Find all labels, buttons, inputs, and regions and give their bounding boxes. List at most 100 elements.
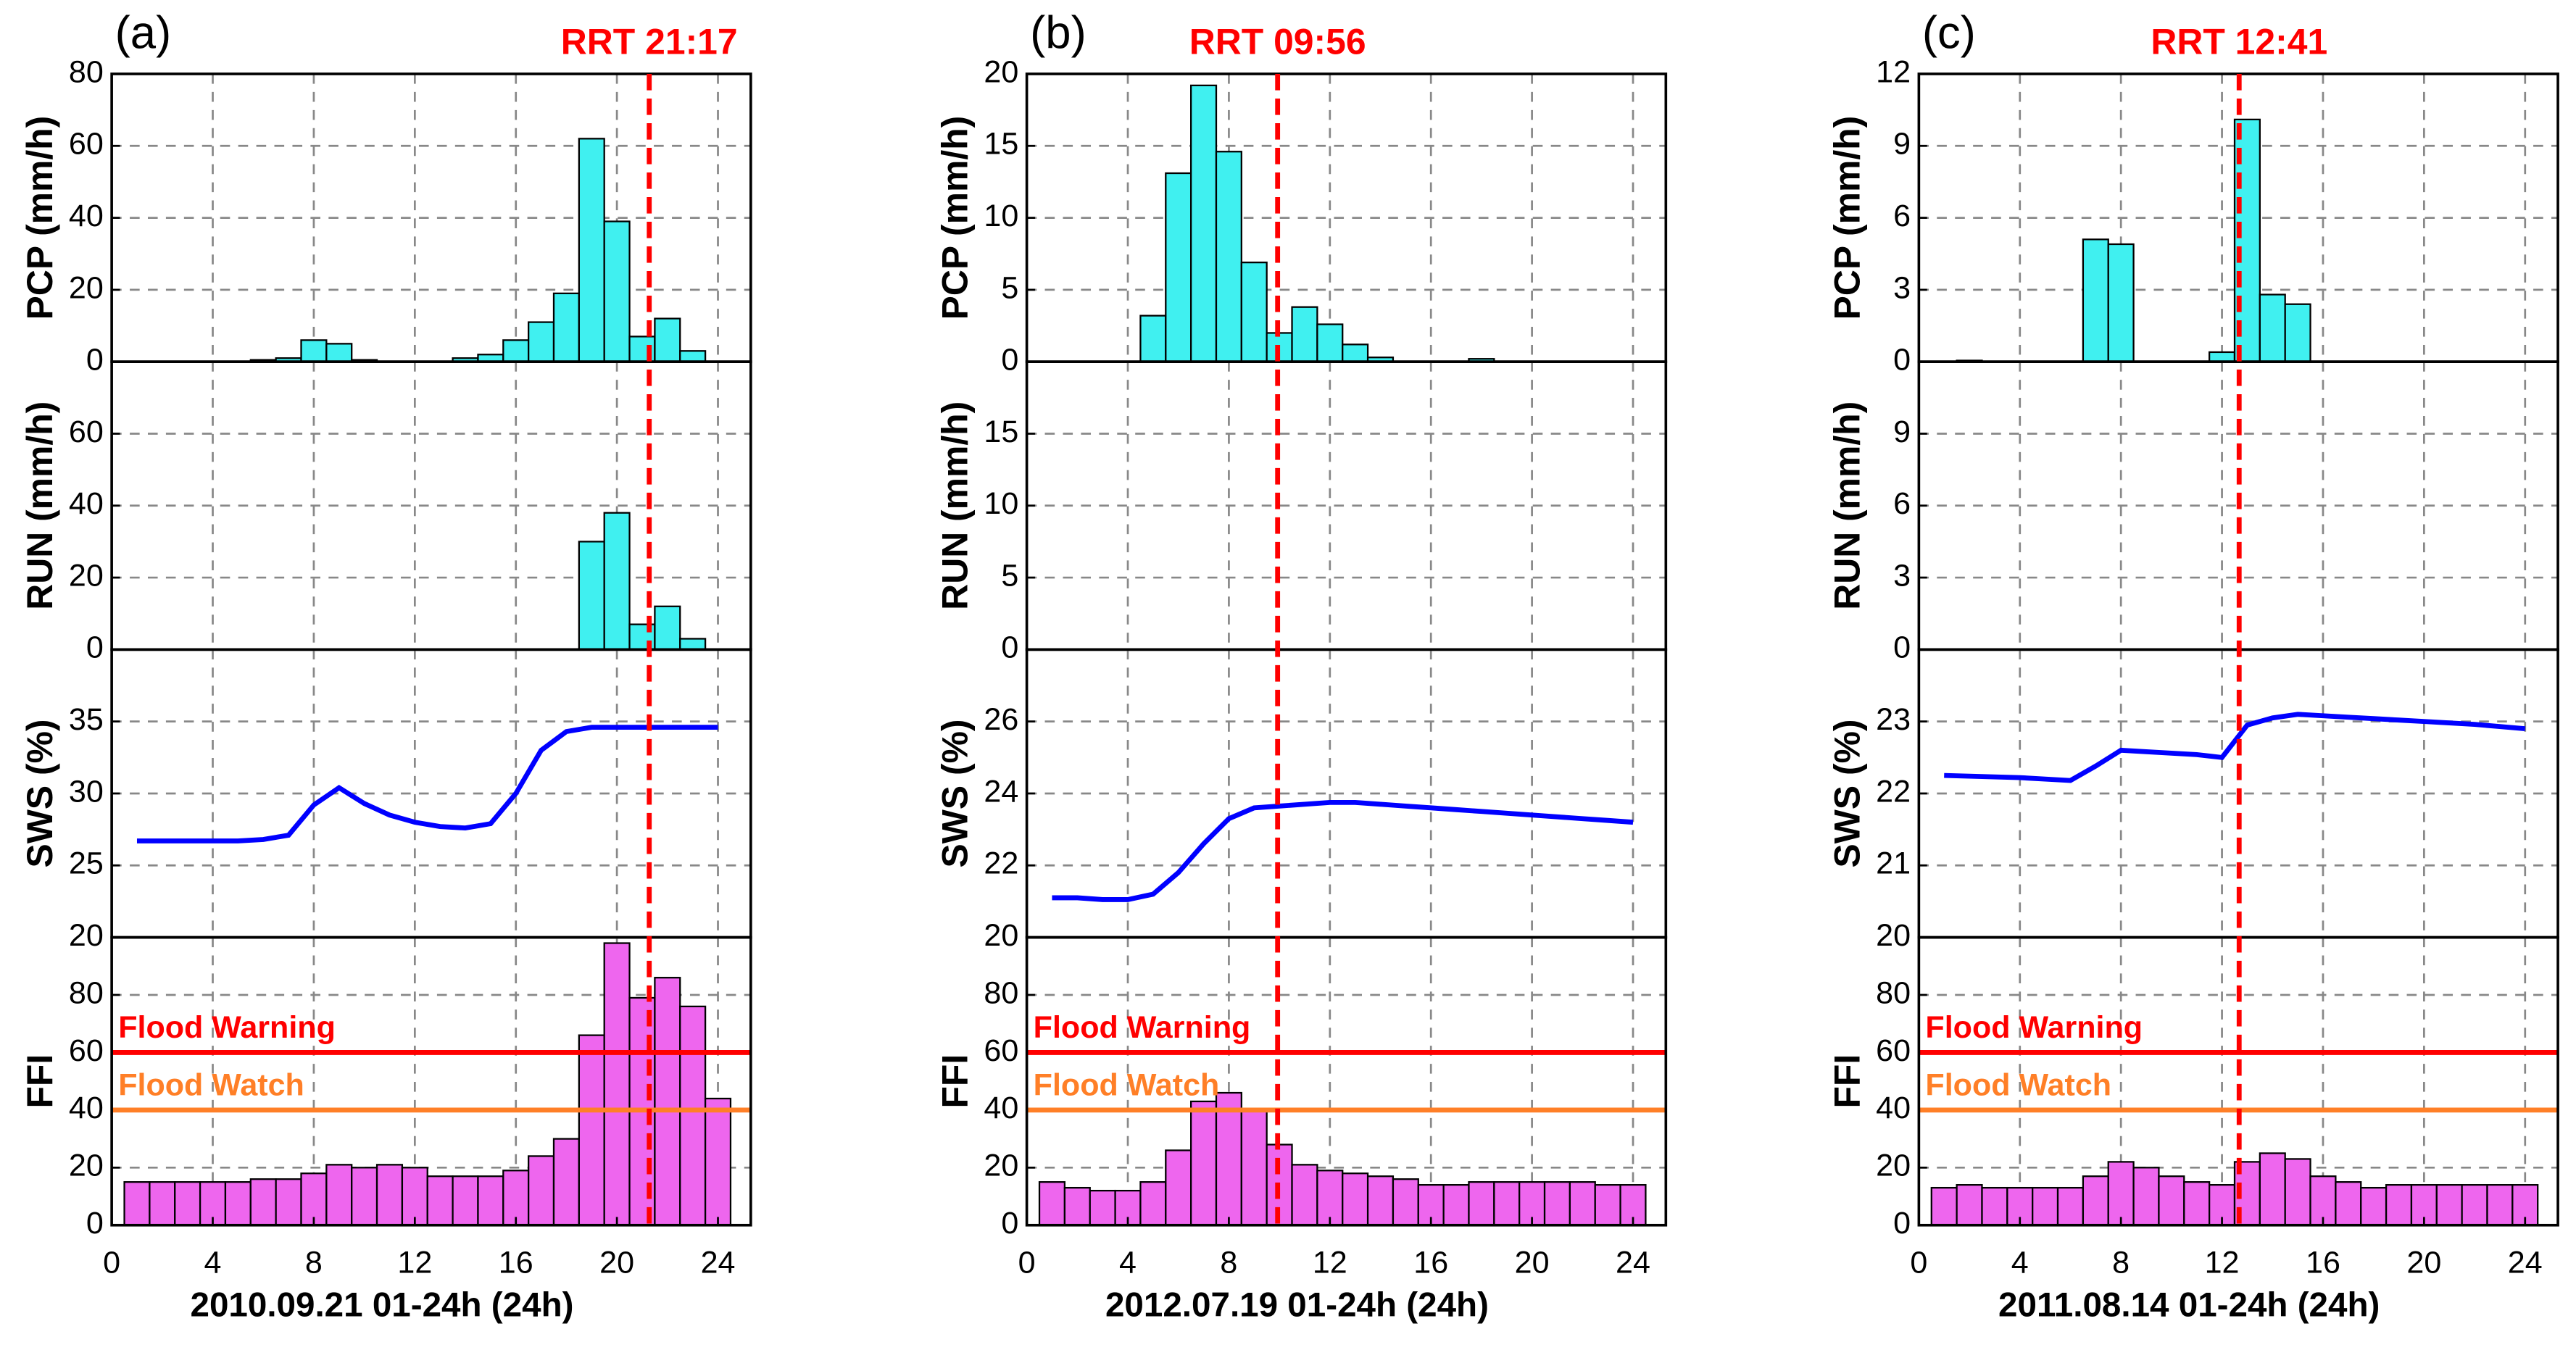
y-tick-label: 15 <box>984 127 1018 162</box>
bar <box>1215 1091 1242 1226</box>
bar <box>704 1097 732 1226</box>
bar <box>351 1167 378 1226</box>
bar <box>2511 1184 2539 1226</box>
x-tick-label: 16 <box>1413 1246 1448 1280</box>
bar <box>2107 1161 2135 1226</box>
panel-label: (a) <box>115 8 172 59</box>
bar <box>2107 243 2135 363</box>
bar <box>1291 1164 1318 1226</box>
y-axis-label: SWS (%) <box>1827 719 1867 867</box>
bar <box>2259 293 2286 363</box>
bar <box>2486 1184 2514 1226</box>
bar <box>2209 351 2236 363</box>
bar <box>1139 1181 1167 1226</box>
y-tick-label: 12 <box>1876 54 1911 89</box>
y-tick-label: 3 <box>1893 270 1911 305</box>
bar <box>401 1167 428 1226</box>
y-tick-label: 3 <box>1893 558 1911 593</box>
x-axis-label: 2012.07.19 01-24h (24h) <box>1105 1286 1489 1325</box>
y-axis-label: FFI <box>1827 1054 1867 1109</box>
x-tick-label: 16 <box>499 1246 533 1280</box>
bar <box>123 1181 151 1226</box>
y-tick-label: 5 <box>1001 270 1018 305</box>
bar <box>1165 172 1192 363</box>
x-tick-label: 24 <box>1616 1246 1650 1280</box>
x-axis-label: 2011.08.14 01-24h (24h) <box>1998 1286 2380 1325</box>
y-tick-label: 40 <box>69 486 104 521</box>
line-series <box>136 725 718 843</box>
line-series <box>1944 712 2526 783</box>
y-tick-label: 0 <box>1893 343 1911 378</box>
bar <box>1569 1181 1596 1226</box>
y-tick-label: 80 <box>69 54 104 89</box>
x-tick-label: 12 <box>1313 1246 1347 1280</box>
y-tick-label: 20 <box>69 918 104 953</box>
bar <box>502 339 530 363</box>
bar <box>1089 1189 1116 1226</box>
y-tick-label: 0 <box>1001 1206 1018 1241</box>
bar <box>1366 1175 1395 1226</box>
x-tick-label: 0 <box>103 1246 120 1280</box>
y-tick-label: 24 <box>984 774 1018 809</box>
bar <box>2082 1175 2109 1226</box>
bar <box>1240 262 1268 363</box>
bar <box>2132 1167 2160 1226</box>
bar <box>1139 314 1167 363</box>
y-tick-label: 40 <box>69 1091 104 1125</box>
x-tick-label: 24 <box>701 1246 736 1280</box>
y-axis-label: PCP (mm/h) <box>20 116 60 320</box>
bar <box>275 1178 302 1226</box>
y-tick-label: 6 <box>1893 199 1911 233</box>
y-axis-label: SWS (%) <box>935 719 976 867</box>
x-tick-label: 12 <box>2205 1246 2240 1280</box>
bar <box>325 1164 353 1226</box>
y-axis-label: RUN (mm/h) <box>20 401 60 610</box>
bar <box>654 977 681 1226</box>
y-tick-label: 0 <box>1893 630 1911 665</box>
bar <box>2032 1186 2059 1226</box>
y-tick-label: 0 <box>1001 343 1018 378</box>
y-tick-label: 26 <box>984 702 1018 737</box>
threshold-label: Flood Warning <box>1034 1010 1251 1045</box>
x-tick-label: 8 <box>1220 1246 1237 1280</box>
bar <box>1543 1181 1571 1226</box>
rrt-annotation: RRT 12:41 <box>2151 21 2327 62</box>
y-tick-label: 40 <box>1876 1091 1911 1125</box>
x-tick-label: 0 <box>1018 1246 1036 1280</box>
bar <box>679 638 707 651</box>
y-tick-label: 15 <box>984 414 1018 449</box>
bar <box>1190 84 1218 363</box>
y-tick-label: 20 <box>984 1149 1018 1183</box>
bar <box>2360 1186 2388 1226</box>
y-tick-label: 40 <box>69 199 104 233</box>
bar <box>2461 1184 2488 1226</box>
y-tick-label: 0 <box>1893 1206 1911 1241</box>
panel-label: (c) <box>1922 8 1976 59</box>
y-axis-label: RUN (mm/h) <box>935 401 976 610</box>
bar <box>578 138 605 363</box>
x-tick-label: 12 <box>397 1246 432 1280</box>
y-tick-label: 0 <box>1001 630 1018 665</box>
threshold-label: Flood Watch <box>1034 1068 1220 1103</box>
y-tick-label: 20 <box>1876 918 1911 953</box>
y-axis-label: FFI <box>20 1054 60 1109</box>
y-axis-label: FFI <box>935 1054 976 1109</box>
y-tick-label: 20 <box>69 558 104 593</box>
x-tick-label: 8 <box>305 1246 323 1280</box>
bar <box>502 1170 530 1226</box>
bar <box>1981 1186 2008 1226</box>
bar <box>679 1005 707 1226</box>
y-tick-label: 20 <box>69 1149 104 1183</box>
bar <box>1038 1181 1066 1226</box>
bar <box>149 1181 176 1226</box>
y-tick-label: 20 <box>69 270 104 305</box>
bar <box>2435 1184 2463 1226</box>
y-tick-label: 21 <box>1876 846 1911 881</box>
bar <box>1956 1184 1983 1226</box>
x-axis-label: 2010.09.21 01-24h (24h) <box>190 1286 573 1325</box>
y-tick-label: 10 <box>984 486 1018 521</box>
bar <box>552 292 580 363</box>
y-tick-label: 22 <box>1876 774 1911 809</box>
